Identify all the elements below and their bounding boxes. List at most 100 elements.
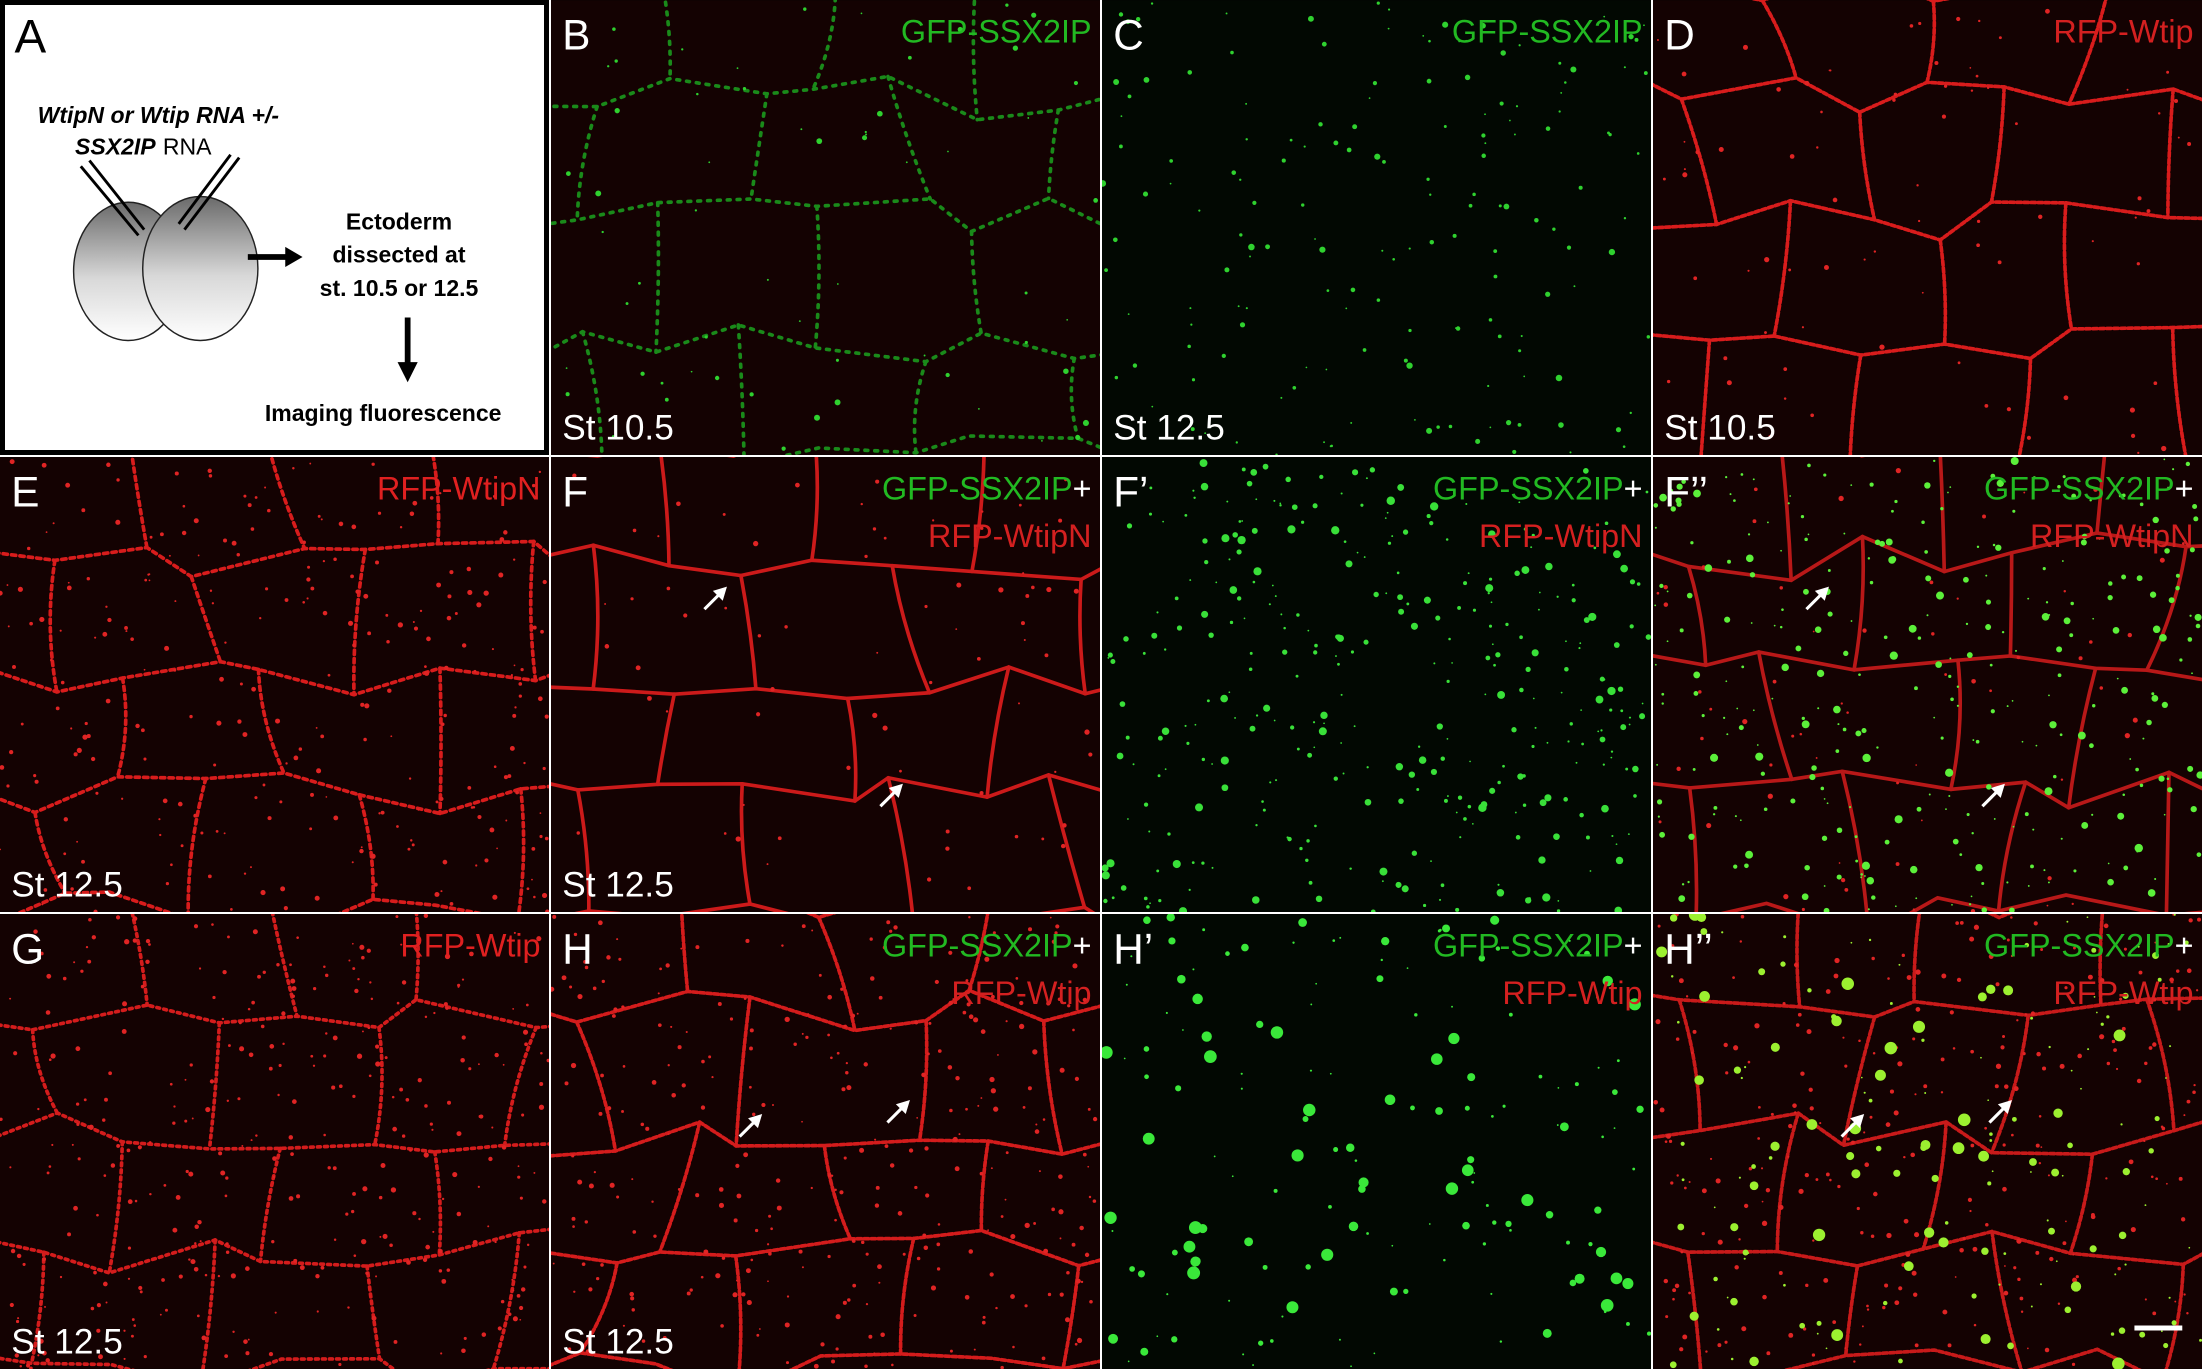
punctum: [818, 973, 822, 977]
punctum: [1350, 287, 1356, 293]
punctum: [1659, 831, 1666, 838]
punctum: [1490, 915, 1500, 925]
punctum: [1032, 1049, 1038, 1055]
punctum: [2006, 938, 2010, 942]
punctum: [1146, 905, 1150, 909]
punctum: [1680, 1250, 1684, 1254]
punctum: [423, 670, 430, 676]
punctum: [1645, 490, 1649, 494]
punctum: [1251, 527, 1258, 534]
punctum: [1632, 1167, 1636, 1171]
punctum: [842, 1300, 847, 1305]
punctum: [1352, 469, 1359, 476]
punctum: [2038, 1161, 2042, 1165]
cell-border: [575, 788, 591, 912]
punctum: [1398, 798, 1404, 804]
punctum: [496, 847, 498, 850]
punctum: [1602, 763, 1605, 766]
punctum: [664, 397, 669, 402]
punctum: [1917, 219, 1921, 223]
punctum: [916, 1116, 919, 1119]
punctum: [567, 1347, 572, 1351]
punctum: [1500, 50, 1506, 56]
punctum: [573, 932, 578, 937]
punctum: [657, 1023, 662, 1028]
punctum: [1764, 257, 1770, 263]
punctum: [1330, 444, 1333, 448]
cell-borders: [551, 914, 1100, 1369]
punctum: [1113, 237, 1118, 243]
punctum: [831, 1174, 834, 1177]
punctum: [1459, 836, 1462, 839]
punctum: [609, 1182, 615, 1188]
punctum: [845, 1071, 849, 1075]
punctum: [2148, 1046, 2153, 1050]
punctum: [327, 673, 331, 677]
punctum: [105, 698, 111, 704]
punctum: [1971, 678, 1976, 684]
punctum: [1485, 584, 1494, 593]
punctum: [2116, 677, 2119, 680]
punctum: [29, 1366, 33, 1369]
punctum: [1873, 1191, 1878, 1197]
punctum: [2124, 733, 2131, 739]
punctum: [1733, 864, 1738, 869]
cell-border: [517, 787, 526, 912]
channel-text: GFP-SSX2IP: [1452, 13, 1643, 49]
punctum: [1446, 795, 1449, 798]
punctum: [1597, 730, 1600, 733]
punctum: [174, 600, 177, 603]
punctum: [50, 1053, 56, 1059]
punctum: [1706, 822, 1712, 829]
punctum: [1709, 707, 1713, 711]
cell-border: [432, 1150, 443, 1257]
punctum: [1310, 1003, 1313, 1006]
punctum: [1995, 982, 2000, 987]
punctum: [307, 565, 311, 569]
punctum: [1079, 1225, 1084, 1231]
punctum: [2017, 1277, 2021, 1282]
punctum: [1809, 774, 1816, 781]
punctum: [2142, 737, 2145, 740]
punctum: [1823, 885, 1826, 887]
punctum: [1636, 1105, 1644, 1113]
punctum: [472, 806, 476, 809]
punctum: [1626, 1322, 1630, 1326]
punctum: [1959, 920, 1964, 925]
micrograph-panel: F’’ GFP-SSX2IP+ RFP-WtipN: [1653, 457, 2202, 912]
punctum: [681, 1083, 686, 1088]
punctum: [207, 874, 212, 879]
panel-label: G: [11, 925, 44, 972]
punctum: [1787, 1155, 1790, 1158]
punctum: [860, 502, 863, 506]
punctum: [746, 1300, 752, 1306]
punctum: [204, 1273, 208, 1277]
punctum: [317, 514, 321, 518]
punctum: [745, 938, 750, 943]
punctum: [2036, 1051, 2041, 1057]
punctum: [1132, 363, 1138, 368]
punctum: [178, 1274, 183, 1279]
punctum: [1593, 546, 1597, 550]
punctum: [1279, 504, 1282, 507]
punctum: [1607, 686, 1616, 696]
channel-text: GFP-SSX2IP: [1433, 470, 1624, 506]
punctum: [1430, 768, 1438, 776]
punctum: [722, 512, 726, 516]
punctum: [836, 283, 839, 285]
punctum: [1046, 1001, 1051, 1006]
punctum: [71, 1143, 74, 1146]
punctum: [962, 1010, 967, 1015]
punctum: [1743, 1257, 1746, 1260]
punctum: [865, 1302, 869, 1306]
punctum: [985, 924, 988, 927]
punctum: [1242, 1353, 1245, 1356]
punctum: [456, 1211, 462, 1217]
punctum: [1996, 479, 2004, 487]
punctum: [380, 810, 385, 815]
punctum: [1806, 1029, 1812, 1035]
punctum: [352, 643, 357, 648]
punctum: [1022, 1105, 1026, 1109]
punctum: [1108, 1333, 1119, 1344]
